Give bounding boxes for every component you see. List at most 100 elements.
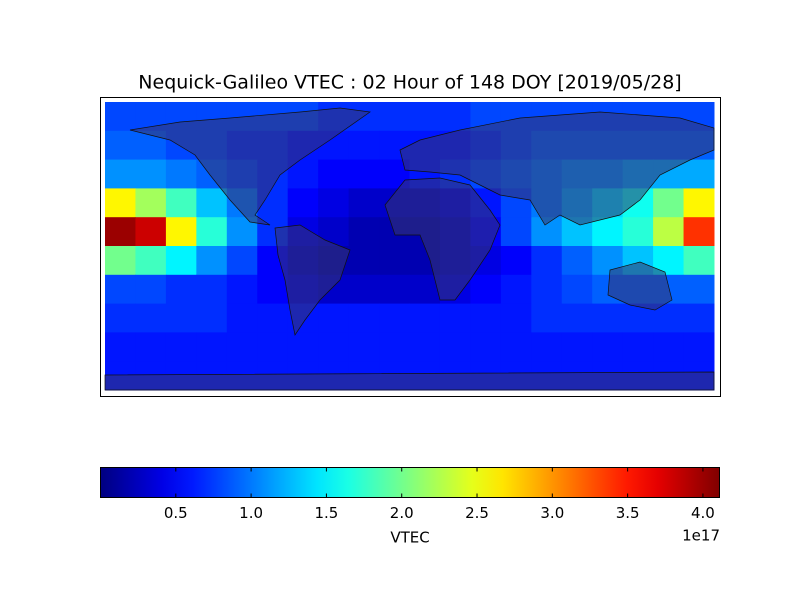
cell [105, 130, 136, 161]
cell [622, 217, 654, 247]
cell [196, 246, 228, 276]
cell [348, 246, 380, 276]
cell [165, 246, 197, 276]
cell [196, 188, 228, 218]
cell [500, 246, 532, 276]
cell [683, 159, 715, 189]
cell [165, 303, 197, 333]
cell [257, 274, 289, 305]
chart-title: Nequick-Galileo VTEC : 02 Hour of 148 DO… [138, 72, 681, 94]
cell [226, 274, 258, 305]
cell [683, 303, 715, 333]
cell [379, 102, 410, 132]
cell [653, 188, 685, 218]
cell [531, 274, 563, 305]
cell [105, 188, 136, 218]
cell [105, 332, 136, 362]
cell [531, 303, 563, 333]
cell [135, 159, 167, 189]
cell [135, 188, 167, 218]
cell [287, 188, 319, 218]
colorbar-tick-label: 1.0 [239, 504, 263, 522]
cell [379, 246, 410, 276]
cell [196, 303, 228, 333]
cell [105, 246, 136, 276]
colorbar-tick-label: 2.5 [465, 504, 489, 522]
colorbar-label: VTEC [390, 529, 429, 547]
cell [105, 102, 136, 132]
cell [683, 217, 715, 247]
cell [531, 332, 563, 362]
cell [470, 303, 502, 333]
cell [561, 274, 593, 305]
cell [165, 159, 197, 189]
cell [318, 332, 350, 362]
cell [135, 274, 167, 305]
colorbar: 0.5 1.0 1.5 2.0 2.5 3.0 3.5 4.0 [100, 467, 720, 522]
cell [439, 303, 471, 333]
cell [470, 274, 502, 305]
cell [165, 274, 197, 305]
cell [135, 217, 167, 247]
cell [348, 188, 380, 218]
cell [348, 217, 380, 247]
cell [196, 332, 228, 362]
cell [561, 303, 593, 333]
cell [683, 332, 715, 362]
cell [165, 217, 197, 247]
cell [105, 274, 136, 305]
cell [592, 332, 624, 362]
colorbar-offset: 1e17 [682, 527, 720, 545]
cell [105, 159, 136, 189]
cell [653, 332, 685, 362]
cell [439, 102, 471, 132]
cell [348, 159, 380, 189]
colorbar-tick-label: 1.5 [314, 504, 338, 522]
cell [348, 274, 380, 305]
cell [592, 303, 624, 333]
cell [105, 303, 136, 333]
cell [257, 303, 289, 333]
cell [592, 217, 624, 247]
cell [165, 188, 197, 218]
cell [470, 332, 502, 362]
cell [622, 332, 654, 362]
cell [135, 303, 167, 333]
cell [409, 332, 441, 362]
cell [135, 332, 167, 362]
colorbar-gradient [100, 467, 720, 498]
cell [379, 274, 410, 305]
cell [226, 303, 258, 333]
cell [561, 246, 593, 276]
cell [379, 303, 410, 333]
cell [226, 332, 258, 362]
cell [165, 332, 197, 362]
cell [561, 332, 593, 362]
cell [683, 274, 715, 305]
continents [104, 107, 715, 391]
cell [500, 303, 532, 333]
cell [409, 102, 441, 132]
colorbar-tick-label: 3.5 [616, 504, 640, 522]
colorbar-tick-label: 4.0 [691, 504, 715, 522]
colorbar-tick-label: 2.0 [390, 504, 414, 522]
colorbar-tick-label: 0.5 [164, 504, 188, 522]
cell [318, 188, 350, 218]
cell [531, 246, 563, 276]
cell [379, 332, 410, 362]
cell [348, 332, 380, 362]
cell [348, 303, 380, 333]
cell [135, 246, 167, 276]
cell [196, 217, 228, 247]
cell [500, 217, 532, 247]
cell [348, 130, 380, 161]
cell [287, 332, 319, 362]
cell [318, 159, 350, 189]
cell [683, 246, 715, 276]
cell [257, 332, 289, 362]
cell [653, 217, 685, 247]
cell [105, 217, 136, 247]
cell [500, 332, 532, 362]
colorbar-tick-label: 3.0 [540, 504, 564, 522]
